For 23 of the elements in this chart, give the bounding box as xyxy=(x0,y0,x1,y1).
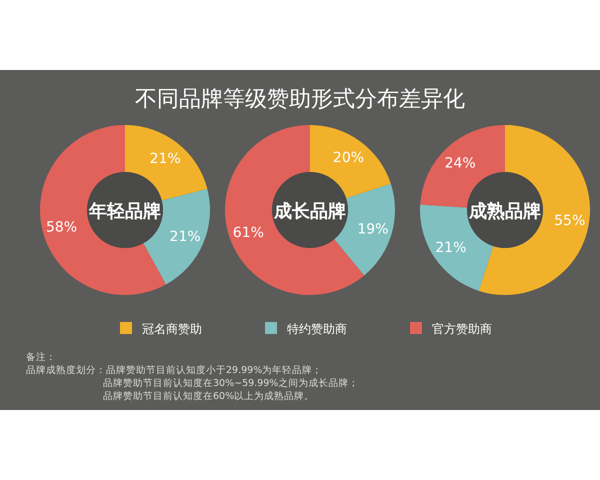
donut-slice xyxy=(125,125,208,201)
text: 品牌成熟度划分：品牌赞助节目前认知度小于29.99%为年轻品牌； xyxy=(26,364,322,376)
data-label: 21% xyxy=(170,229,201,246)
data-label: 58% xyxy=(46,219,78,236)
text: 成熟品牌 xyxy=(468,201,541,222)
data-label: 21% xyxy=(435,240,466,256)
data-label: 24% xyxy=(444,155,476,172)
donut-slice xyxy=(143,188,210,284)
text: 品牌赞助节目前认知度在30%~59.99%之间为成长品牌； xyxy=(103,377,358,389)
legend-label: 官方赞助商 xyxy=(432,322,492,336)
donut-slice xyxy=(310,125,391,198)
text: 年轻品牌 xyxy=(88,201,161,222)
data-label: 19% xyxy=(357,221,388,238)
legend-label: 特约赞助商 xyxy=(287,322,347,336)
text: 不同品牌等级赞助形式分布差异化 xyxy=(135,87,465,112)
text: 成长品牌 xyxy=(273,201,346,222)
data-label: 20% xyxy=(332,150,364,166)
text: 备注： xyxy=(26,351,56,363)
data-label: 55% xyxy=(554,213,586,230)
data-label: 21% xyxy=(150,151,181,168)
text: 品牌赞助节目前认知度在60%以上为成熟品牌。 xyxy=(103,390,314,402)
data-label: 61% xyxy=(232,225,264,242)
legend-label: 冠名商赞助 xyxy=(142,322,202,336)
